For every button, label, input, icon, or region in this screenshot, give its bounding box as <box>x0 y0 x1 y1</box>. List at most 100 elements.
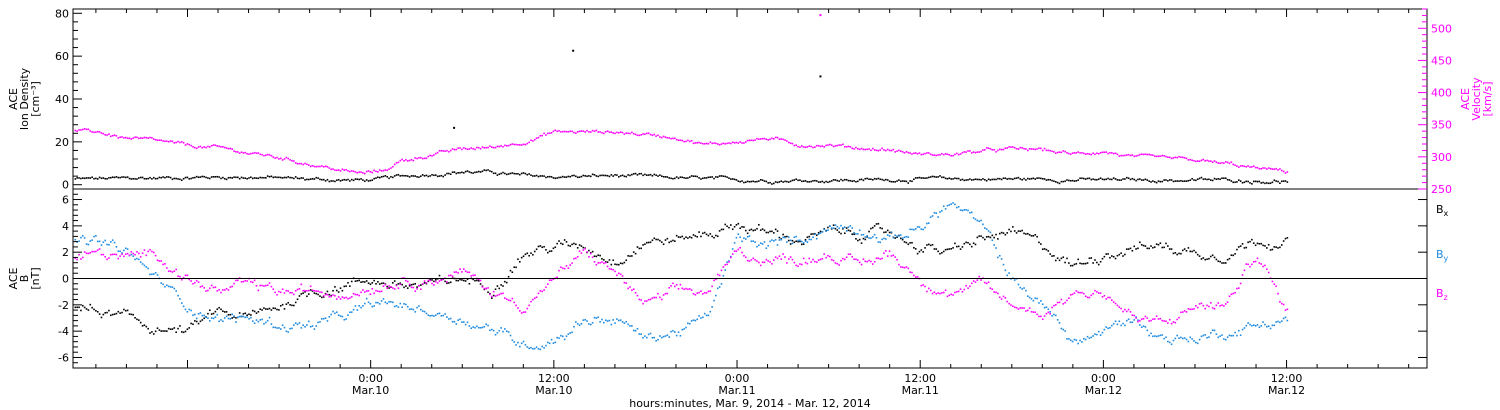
series-point <box>212 176 215 178</box>
series-point <box>670 285 672 287</box>
series-point <box>166 284 168 287</box>
series-point <box>1249 265 1251 268</box>
series-point <box>1168 318 1171 321</box>
series-point <box>1249 182 1251 184</box>
series-point <box>98 248 101 250</box>
series-point <box>307 293 310 295</box>
series-point <box>194 146 196 149</box>
series-point <box>520 256 523 259</box>
series-point <box>1092 335 1094 337</box>
series-point <box>373 169 375 172</box>
series-point <box>416 157 418 160</box>
series-point <box>843 258 846 261</box>
series-point <box>903 236 906 239</box>
series-point <box>1036 313 1038 316</box>
series-point <box>649 173 652 176</box>
series-point <box>827 229 829 232</box>
series-point <box>291 160 293 162</box>
series-point <box>584 318 586 321</box>
series-point <box>104 177 107 180</box>
series-point <box>479 326 482 329</box>
series-point <box>974 218 977 221</box>
series-point <box>653 133 656 136</box>
series-point <box>505 173 508 176</box>
series-point <box>743 226 745 228</box>
series-point <box>660 336 663 339</box>
series-point <box>1096 290 1098 293</box>
series-point <box>1215 304 1218 307</box>
series-point <box>1279 300 1281 303</box>
series-point <box>868 230 870 233</box>
series-point <box>698 291 700 294</box>
series-point <box>1213 256 1216 259</box>
series-point <box>487 146 489 149</box>
series-point <box>253 151 256 154</box>
series-point <box>421 157 424 160</box>
series-point <box>498 287 501 290</box>
series-point <box>933 154 936 156</box>
series-point <box>814 146 816 148</box>
right-y-tick-label: 500 <box>1431 22 1452 35</box>
series-point <box>520 144 523 146</box>
series-point <box>362 280 364 283</box>
series-point <box>1262 167 1264 169</box>
series-point <box>1165 179 1167 181</box>
series-point <box>449 317 452 320</box>
series-point <box>944 208 947 210</box>
series-point <box>832 259 835 262</box>
series-point <box>509 269 512 272</box>
series-point <box>156 259 159 262</box>
series-point <box>184 144 187 146</box>
series-point <box>440 149 443 152</box>
series-point <box>1150 154 1152 156</box>
series-point <box>939 211 941 213</box>
series-point <box>1041 149 1044 152</box>
series-point <box>649 241 652 244</box>
series-point <box>1054 303 1057 306</box>
series-point <box>898 179 900 181</box>
series-point <box>214 310 217 313</box>
series-point <box>1062 180 1065 183</box>
series-point <box>369 170 372 173</box>
series-point <box>339 315 342 317</box>
series-point <box>1144 315 1147 318</box>
series-point <box>653 237 656 240</box>
series-point <box>1228 257 1231 260</box>
series-point <box>425 174 428 177</box>
series-point <box>255 319 258 321</box>
series-point <box>892 180 895 183</box>
series-point <box>866 236 868 238</box>
series-point <box>110 314 112 317</box>
series-point <box>115 135 118 137</box>
series-point <box>956 291 958 293</box>
series-point <box>853 180 855 182</box>
series-point <box>399 302 402 305</box>
series-point <box>1023 232 1025 235</box>
series-point <box>511 297 514 300</box>
series-point <box>913 228 915 231</box>
series-point <box>922 228 924 231</box>
series-point <box>969 150 971 152</box>
series-point <box>459 278 461 281</box>
series-point <box>83 306 86 309</box>
series-point <box>147 177 149 180</box>
series-point <box>759 264 762 267</box>
series-point <box>354 178 357 180</box>
series-point <box>175 268 177 271</box>
series-point <box>565 241 568 243</box>
series-point <box>1075 263 1078 265</box>
series-point <box>890 149 893 152</box>
series-point <box>929 176 932 178</box>
series-point <box>545 286 547 289</box>
series-point <box>1012 305 1014 308</box>
series-point <box>515 172 517 175</box>
series-point <box>149 176 151 179</box>
series-point <box>113 134 116 136</box>
series-point <box>231 148 234 150</box>
series-point <box>405 174 407 177</box>
series-point <box>576 247 579 249</box>
series-point <box>188 178 191 180</box>
left-y-tick-label: -6 <box>58 351 69 364</box>
series-point <box>713 142 715 144</box>
